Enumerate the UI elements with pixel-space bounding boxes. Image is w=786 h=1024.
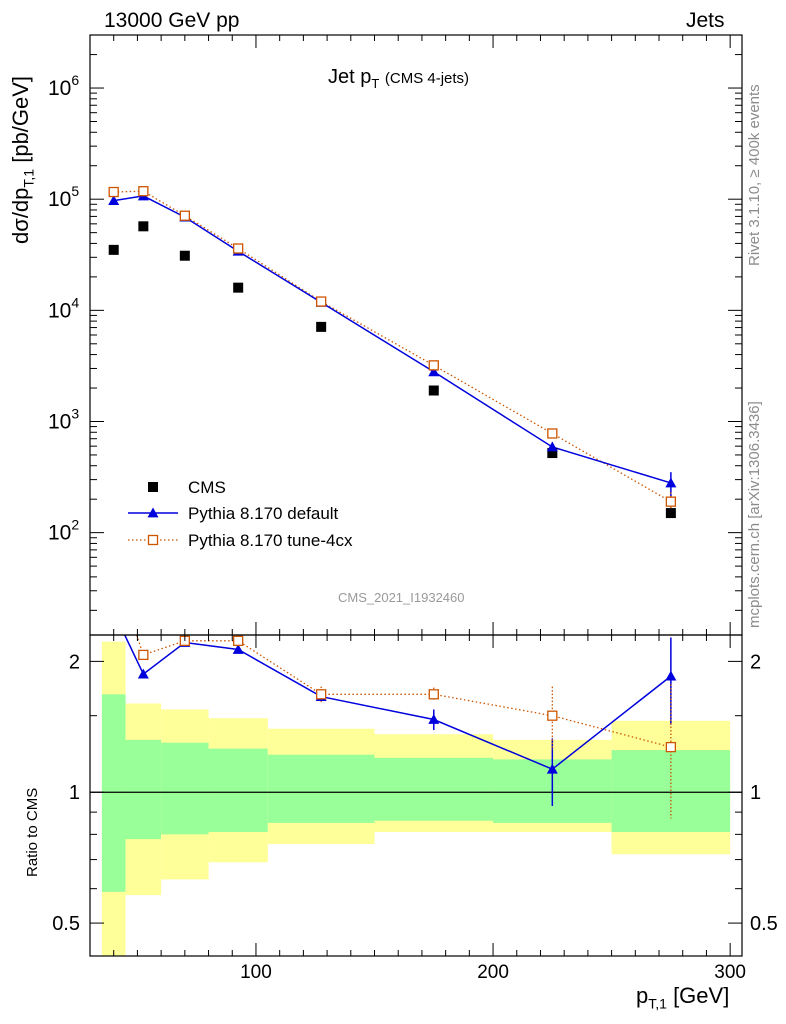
cms-point (108, 244, 119, 255)
watermark: CMS_2021_I1932460 (338, 590, 465, 605)
axis-tick-labels: 100 200 300 102 103 104 105 106 0.5 0.5 1 1 2 2 (48, 72, 778, 983)
ratio-default-point (546, 763, 558, 774)
cms-point (233, 282, 244, 293)
legend-cms-marker (148, 482, 158, 492)
ratio-tune-point (138, 649, 149, 661)
ratio-y-tick-label-right: 2 (750, 651, 761, 673)
default-line (113, 195, 672, 484)
ratio-y-tick-label: 2 (69, 651, 80, 673)
ratio-tune-point (316, 689, 327, 700)
ratio-tune-point (428, 689, 439, 700)
ratio-y-tick-label-right: 0.5 (750, 913, 778, 935)
ratio-uncertainty-bands (101, 641, 731, 956)
band-inner (208, 748, 268, 833)
ratio-default-line (123, 635, 672, 771)
tune-point (233, 243, 244, 254)
ratio-default-point (665, 670, 677, 681)
ratio-default-point (108, 606, 119, 616)
title-note: (CMS 4-jets) (384, 70, 470, 87)
tune-point (179, 210, 190, 221)
cms-point (316, 321, 327, 332)
side-label-bottom: mcplots.cern.ch [arXiv:1306.3436] (746, 401, 763, 628)
ratio-y-tick-label-right: 1 (750, 782, 761, 804)
y-tick-label: 103 (48, 405, 79, 433)
side-label-top: Rivet 3.1.10, ≥ 400k events (746, 84, 763, 266)
ylabel-sub: T,1 (20, 168, 37, 188)
x-tick-label: 100 (240, 962, 272, 983)
axis-ticks (90, 34, 742, 956)
ratio-y-label: Ratio to CMS (24, 787, 41, 877)
y-tick-label: 106 (48, 72, 79, 100)
ratio-frame (89, 634, 743, 957)
x-tick-label: 300 (714, 962, 746, 983)
xlabel-unit: [GeV] (673, 983, 730, 1008)
main-title: Jet pT (CMS 4-jets) (328, 66, 469, 91)
tune-point (428, 360, 439, 371)
tune-point (108, 186, 119, 198)
band-inner (101, 694, 126, 892)
cms-point (179, 250, 190, 261)
xlabel-sub: T,1 (648, 995, 667, 1012)
title-main: Jet p (328, 66, 372, 88)
ratio-default-point (232, 643, 244, 654)
cms-point (665, 508, 676, 519)
y-tick-label: 105 (48, 183, 79, 211)
header-left: 13000 GeV pp (104, 9, 240, 32)
ylabel-unit: [pb/GeV] (8, 75, 33, 163)
default-point (546, 441, 558, 452)
main-series (108, 186, 677, 519)
ratio-y-tick-label: 0.5 (52, 913, 80, 935)
header-right: Jets (686, 9, 725, 32)
tune-point (547, 428, 558, 439)
legend-tune-marker (147, 534, 159, 546)
y-tick-label: 104 (48, 294, 79, 322)
ratio-tune-point (109, 562, 118, 571)
tune-point (665, 496, 677, 507)
ratio-tune-line (135, 635, 672, 748)
band-inner (161, 742, 209, 835)
band-inner (267, 754, 375, 823)
ratio-tune-point (665, 741, 677, 753)
x-axis-label: pT,1 [GeV] (636, 983, 729, 1011)
default-point (665, 477, 677, 488)
xlabel-main: p (636, 983, 649, 1008)
band-inner (374, 757, 494, 821)
legend-entry-label: Pythia 8.170 default (188, 504, 339, 523)
ratio-tune-point (233, 635, 244, 646)
ratio-default-point (428, 714, 440, 724)
x-tick-label: 200 (477, 962, 509, 983)
title-sub: T (371, 76, 380, 91)
band-inner (125, 739, 162, 840)
ratio-tune-point (547, 710, 558, 721)
tune-point (138, 186, 149, 197)
y-axis-label: dσ/dpT,1 [pb/GeV] (8, 76, 36, 244)
ratio-y-tick-label: 1 (69, 782, 80, 804)
legend-entry-label: CMS (188, 478, 226, 497)
ylabel-main: dσ/dp (8, 187, 33, 244)
default-point (428, 366, 440, 377)
ratio-default-point (137, 668, 149, 679)
legend: CMS Pythia 8.170 default Pythia 8.170 tune… (128, 478, 353, 550)
cms-point (138, 221, 149, 232)
cms-point (547, 448, 558, 459)
legend-default-marker (147, 507, 159, 518)
default-point (108, 195, 120, 206)
legend-entry-label: Pythia 8.170 tune-4cx (188, 531, 353, 550)
tune-point (316, 296, 327, 307)
y-tick-label: 102 (48, 517, 79, 545)
cms-point (428, 385, 439, 396)
